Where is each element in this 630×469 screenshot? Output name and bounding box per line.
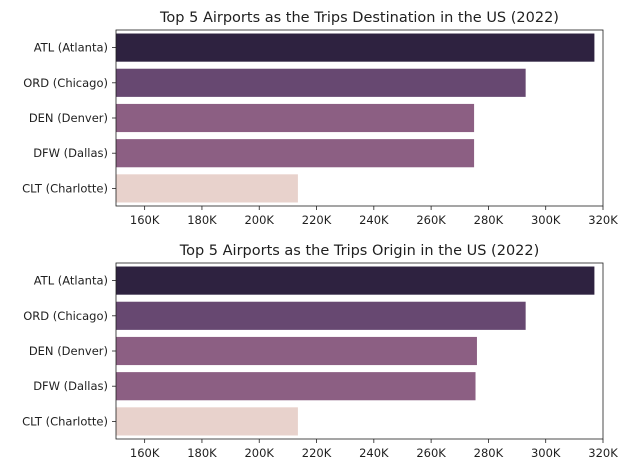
chart-title: Top 5 Airports as the Trips Destination … [159, 10, 559, 26]
plot-frame [115, 29, 604, 207]
x-tick-label: 300K [531, 213, 561, 227]
x-tick-label: 160K [130, 213, 160, 227]
x-tick-label: 320K [588, 446, 618, 460]
x-tick-label: 200K [244, 213, 274, 227]
x-tick-label: 280K [474, 213, 504, 227]
chart-panel-2: Top 5 Airports as the Trips Origin in th… [22, 243, 618, 460]
y-tick-label: ORD (Chicago) [23, 76, 108, 90]
x-tick-label: 220K [302, 446, 332, 460]
bar-atl [116, 33, 595, 62]
y-tick-label: CLT (Charlotte) [22, 414, 108, 428]
bar-dfw [116, 139, 475, 168]
x-tick-label: 320K [588, 213, 618, 227]
chart-panel-1: Top 5 Airports as the Trips Destination … [22, 10, 618, 227]
bar-ord [116, 301, 526, 330]
x-tick-label: 300K [531, 446, 561, 460]
plot-frame [115, 262, 604, 440]
bar-den [116, 103, 475, 133]
y-tick-label: DFW (Dallas) [33, 379, 108, 393]
bar-dfw [116, 372, 476, 401]
y-tick-label: DEN (Denver) [29, 111, 108, 125]
bar-clt [116, 407, 298, 436]
x-tick-label: 180K [187, 446, 217, 460]
y-tick-label: CLT (Charlotte) [22, 181, 108, 195]
x-tick-label: 220K [302, 213, 332, 227]
bar-ord [116, 68, 526, 97]
x-tick-label: 260K [416, 446, 446, 460]
y-tick-label: DEN (Denver) [29, 344, 108, 358]
x-tick-label: 160K [130, 446, 160, 460]
bar-den [116, 336, 477, 366]
bar-clt [116, 174, 298, 203]
x-tick-label: 280K [474, 446, 504, 460]
x-tick-label: 240K [359, 446, 389, 460]
x-tick-label: 240K [359, 213, 389, 227]
y-tick-label: ATL (Atlanta) [34, 274, 108, 288]
bar-atl [116, 266, 595, 295]
y-tick-label: DFW (Dallas) [33, 146, 108, 160]
chart-title: Top 5 Airports as the Trips Origin in th… [179, 243, 540, 259]
y-tick-label: ORD (Chicago) [23, 309, 108, 323]
x-tick-label: 180K [187, 213, 217, 227]
x-tick-label: 200K [244, 446, 274, 460]
y-tick-label: ATL (Atlanta) [34, 41, 108, 55]
x-tick-label: 260K [416, 213, 446, 227]
